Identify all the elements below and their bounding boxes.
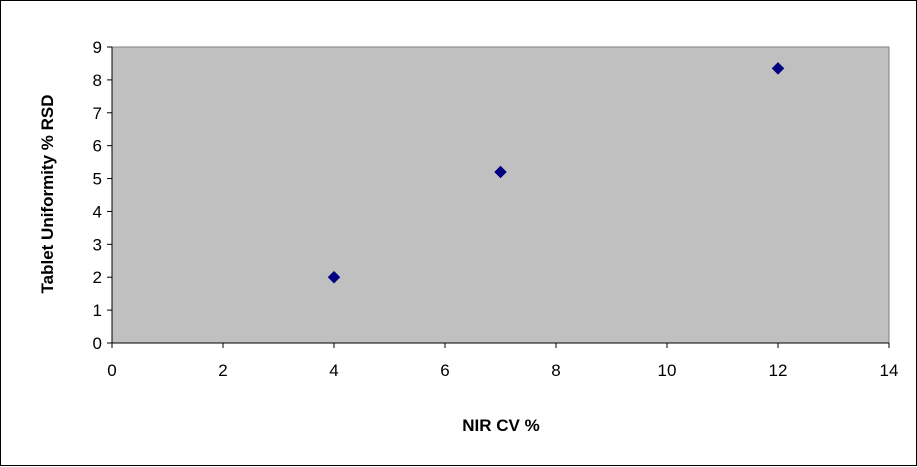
y-axis-title: Tablet Uniformity % RSD: [38, 95, 57, 294]
y-tick-label: 4: [93, 202, 102, 221]
x-tick-label: 2: [218, 361, 227, 380]
data-point-marker: [771, 62, 785, 75]
x-axis-ticks: 0 2 4 6 8 10 12 14: [107, 343, 898, 380]
y-axis-title-group: Tablet Uniformity % RSD: [38, 95, 57, 294]
y-tick-label: 5: [93, 170, 102, 189]
data-points: [327, 62, 785, 284]
y-tick-label: 1: [93, 301, 102, 320]
y-tick-label: 8: [93, 71, 102, 90]
x-axis-title: NIR CV %: [462, 416, 539, 435]
x-tick-label: 0: [107, 361, 116, 380]
x-tick-label: 4: [329, 361, 338, 380]
x-tick-label: 10: [658, 361, 677, 380]
axes: [111, 47, 889, 344]
y-tick-label: 7: [93, 104, 102, 123]
y-axis-ticks: 0 1 2 3 4 5 6 7 8 9: [93, 38, 112, 353]
y-tick-label: 6: [93, 137, 102, 156]
x-tick-label: 12: [769, 361, 788, 380]
y-tick-label: 0: [93, 334, 102, 353]
x-tick-label: 8: [551, 361, 560, 380]
y-tick-label: 3: [93, 235, 102, 254]
plot-area: [111, 46, 890, 344]
x-tick-label: 14: [880, 361, 899, 380]
data-point-marker: [494, 165, 507, 179]
x-tick-label: 6: [440, 361, 449, 380]
y-tick-label: 2: [93, 268, 102, 287]
data-point-marker: [327, 270, 341, 284]
y-tick-label: 9: [93, 38, 102, 57]
